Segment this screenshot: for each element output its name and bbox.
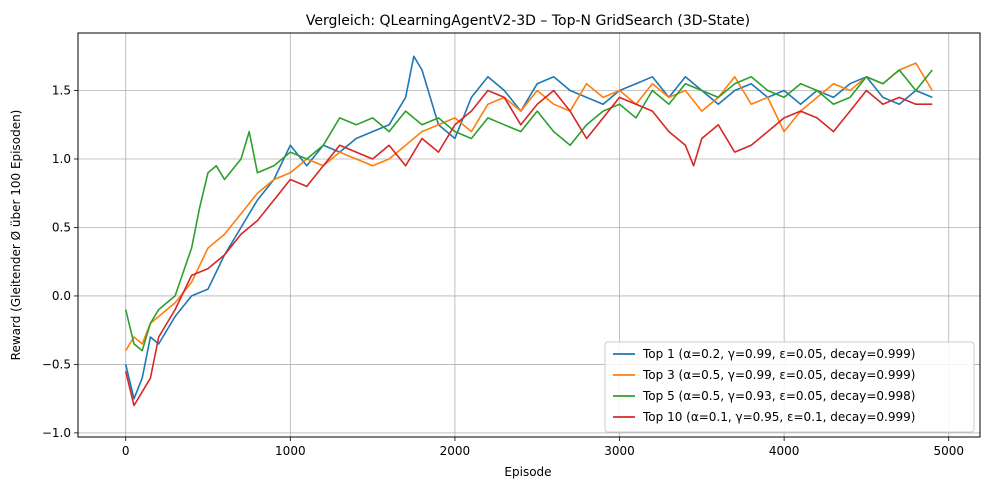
series-line-4 [124,89,933,407]
x-tick-label: 2000 [440,444,471,458]
legend-label: Top 1 (α=0.2, γ=0.99, ε=0.05, decay=0.99… [642,347,915,361]
x-tick-label: 0 [122,444,130,458]
x-axis-label: Episode [504,465,551,479]
plot-frame [77,32,981,438]
series-lines [124,55,933,407]
series-line-3 [124,69,933,352]
y-tick-label: 0.5 [52,220,71,234]
series-line-1 [124,55,933,400]
legend-label: Top 5 (α=0.5, γ=0.93, ε=0.05, decay=0.99… [642,389,915,403]
y-tick-label: 0.0 [52,289,71,303]
y-tick-label: 1.5 [52,84,71,98]
legend-label: Top 3 (α=0.5, γ=0.99, ε=0.05, decay=0.99… [642,368,915,382]
x-tick-label: 5000 [933,444,964,458]
grid-lines [78,33,980,437]
series-line-2 [125,62,933,352]
y-tick-label: −1.0 [42,426,71,440]
x-tick-label: 3000 [604,444,635,458]
chart-title: Vergleich: QLearningAgentV2-3D – Top-N G… [306,13,750,29]
x-tick-label: 4000 [769,444,800,458]
legend: Top 1 (α=0.2, γ=0.99, ε=0.05, decay=0.99… [604,341,975,433]
y-axis-ticks: −1.0 −0.5 0.0 0.5 1.0 1.5 [42,84,78,440]
y-tick-label: −0.5 [42,357,71,371]
legend-label: Top 10 (α=0.1, γ=0.95, ε=0.1, decay=0.99… [642,410,915,424]
x-axis-ticks: 0 1000 2000 3000 4000 5000 [122,437,964,458]
legend-box [604,341,975,433]
x-tick-label: 1000 [275,444,306,458]
y-tick-label: 1.0 [52,152,71,166]
y-axis-label: Reward (Gleitender Ø über 100 Episoden) [9,110,23,361]
